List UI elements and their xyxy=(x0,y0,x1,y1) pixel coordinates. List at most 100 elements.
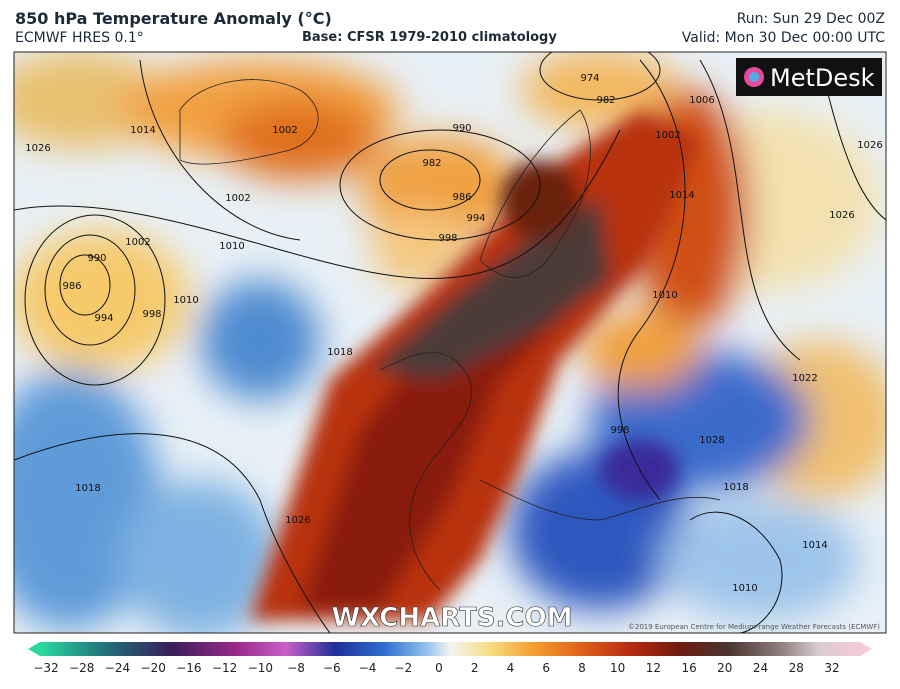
colorbar-label: 10 xyxy=(610,661,625,675)
isobar-label: 998 xyxy=(438,233,457,244)
isobar-label: 986 xyxy=(62,281,81,292)
isobar-label: 1010 xyxy=(219,241,244,252)
colorbar-label: −20 xyxy=(141,661,166,675)
colorbar-label: 6 xyxy=(542,661,550,675)
colorbar-label: −16 xyxy=(176,661,201,675)
model: ECMWF HRES 0.1° xyxy=(15,30,144,46)
isobar-label: 986 xyxy=(452,192,471,203)
colorbar-label: −2 xyxy=(394,661,412,675)
isobar-label-group: 1026 xyxy=(829,210,854,221)
isobar-label-group: 1022 xyxy=(792,373,817,384)
colorbar-label: −4 xyxy=(359,661,377,675)
colorbar-label: 8 xyxy=(578,661,586,675)
isobar-label-group: 1010 xyxy=(219,241,244,252)
isobar-label: 1010 xyxy=(173,295,198,306)
isobar-label: 1018 xyxy=(723,482,748,493)
isobar-label: 1026 xyxy=(285,515,310,526)
logo-icon-inner xyxy=(749,72,759,82)
isobar-label-group: 998 xyxy=(142,309,161,320)
isobar-label-group: 1010 xyxy=(652,290,677,301)
isobar-label-group: 974 xyxy=(580,73,599,84)
isobar-label-group: 990 xyxy=(87,253,106,264)
isobar-label: 994 xyxy=(94,313,113,324)
isobar-label-group: 998 xyxy=(438,233,457,244)
isobar-label: 1018 xyxy=(327,347,352,358)
colorbar-label: 28 xyxy=(789,661,804,675)
colorbar-labels: −32 −28 −24 −20 −16 −12 −10 −8 −6 −4 −2 0 2 4 6 8 10 12 16… xyxy=(33,661,839,675)
isobar-label: 1002 xyxy=(225,193,250,204)
isobar-label-group: 1010 xyxy=(173,295,198,306)
isobar-label-group: 1010 xyxy=(732,583,757,594)
colorbar-label: −24 xyxy=(105,661,130,675)
isobar-label: 1006 xyxy=(689,95,714,106)
isobar-label-group: 1002 xyxy=(225,193,250,204)
isobar-label: 1026 xyxy=(25,143,50,154)
base: Base: CFSR 1979-2010 climatology xyxy=(302,30,557,45)
isobar-label: 994 xyxy=(466,213,485,224)
isobar-label: 1026 xyxy=(857,140,882,151)
isobar-label-group: 990 xyxy=(452,123,471,134)
isobar-label: 982 xyxy=(422,158,441,169)
isobar-label-group: 994 xyxy=(466,213,485,224)
colorbar-label: −28 xyxy=(69,661,94,675)
logo: MetDesk xyxy=(770,64,875,92)
isobar-label-group: 986 xyxy=(452,192,471,203)
colorbar-label: −32 xyxy=(33,661,58,675)
isobar-label: 1014 xyxy=(802,540,827,551)
colorbar-label: 32 xyxy=(824,661,839,675)
colorbar-label: 4 xyxy=(507,661,515,675)
isobar-label-group: 1006 xyxy=(689,95,714,106)
isobar-label: 1002 xyxy=(655,130,680,141)
colorbar xyxy=(40,642,860,656)
map-field xyxy=(14,52,886,633)
isobar-label-group: 1018 xyxy=(327,347,352,358)
copyright: ©2019 European Centre for Medium-range W… xyxy=(628,623,880,631)
colorbar-right-arrow xyxy=(860,642,872,656)
isobar-label-group: 1002 xyxy=(655,130,680,141)
isobar-label-group: 1028 xyxy=(699,435,724,446)
isobar-label: 1014 xyxy=(130,125,155,136)
isobar-label-group: 986 xyxy=(62,281,81,292)
isobar-label-group: 1002 xyxy=(272,125,297,136)
valid-time: Valid: Mon 30 Dec 00:00 UTC xyxy=(681,30,885,46)
isobar-label-group: 1018 xyxy=(723,482,748,493)
isobar-label: 982 xyxy=(596,95,615,106)
colorbar-label: 16 xyxy=(681,661,696,675)
isobar-label: 998 xyxy=(142,309,161,320)
isobar-label-group: 994 xyxy=(94,313,113,324)
isobar-label-group: 1026 xyxy=(25,143,50,154)
isobar-label-group: 982 xyxy=(422,158,441,169)
isobar-label: 990 xyxy=(452,123,471,134)
isobar-label-group: 998 xyxy=(610,425,629,436)
watermark: WXCHARTS.COM xyxy=(331,603,572,633)
colorbar-label: 24 xyxy=(753,661,768,675)
isobar-label-group: 1002 xyxy=(125,237,150,248)
run-time: Run: Sun 29 Dec 00Z xyxy=(736,11,885,27)
colorbar-label: 2 xyxy=(471,661,479,675)
colorbar-label: 12 xyxy=(646,661,661,675)
isobar-label: 1002 xyxy=(272,125,297,136)
colorbar-label: −12 xyxy=(212,661,237,675)
isobar-label: 1026 xyxy=(829,210,854,221)
colorbar-label: −8 xyxy=(287,661,305,675)
colorbar-label: 20 xyxy=(717,661,732,675)
isobar-label: 998 xyxy=(610,425,629,436)
colorbar-label: −10 xyxy=(248,661,273,675)
isobar-label: 1028 xyxy=(699,435,724,446)
isobar-label: 990 xyxy=(87,253,106,264)
isobar-label-group: 1014 xyxy=(130,125,155,136)
isobar-label-group: 1026 xyxy=(285,515,310,526)
isobar-label: 1022 xyxy=(792,373,817,384)
colorbar-left-arrow xyxy=(28,642,40,656)
isobar-label: 1018 xyxy=(75,483,100,494)
isobar-label-group: 1026 xyxy=(857,140,882,151)
colorbar-label: −6 xyxy=(323,661,341,675)
isobar-labels: 1026 1014 1002 990 986 994 998 1010 1010 1002 1002… xyxy=(25,73,882,594)
isobar-label-group: 1014 xyxy=(802,540,827,551)
isobar-label: 1010 xyxy=(732,583,757,594)
isobar-label-group: 1018 xyxy=(75,483,100,494)
isobar-label: 974 xyxy=(580,73,599,84)
isobar-label-group: 1014 xyxy=(669,190,694,201)
